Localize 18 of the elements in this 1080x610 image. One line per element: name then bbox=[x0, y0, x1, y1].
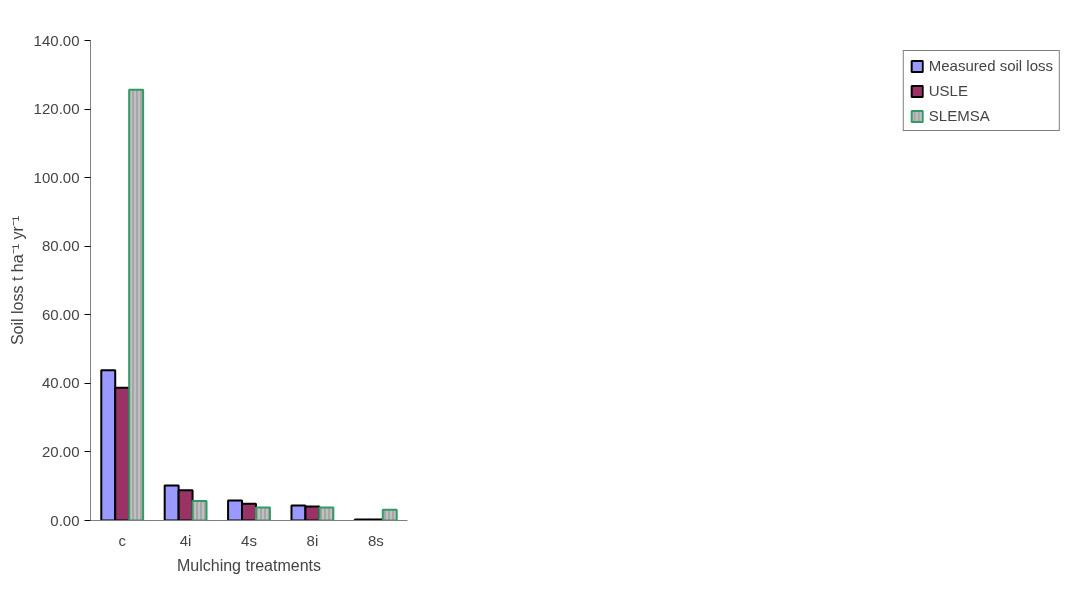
y-tick-label: 60.00 bbox=[41, 305, 80, 323]
x-tick-label: c bbox=[118, 531, 127, 549]
x-tick-label: 8i bbox=[306, 531, 319, 549]
x-tick-label: 8s bbox=[367, 531, 384, 549]
legend-label: Measured soil loss bbox=[928, 57, 1053, 74]
y-tick-label: 40.00 bbox=[41, 374, 80, 392]
y-tick-label: 140.00 bbox=[33, 31, 80, 49]
y-axis-title: Soil loss t ha⁻¹ yr⁻¹ bbox=[8, 215, 26, 346]
y-tick-label: 20.00 bbox=[41, 442, 80, 460]
y-tick-label: 100.00 bbox=[33, 168, 80, 186]
x-axis-title: Mulching treatments bbox=[176, 556, 322, 574]
legend-label: USLE bbox=[928, 82, 968, 99]
y-tick-label: 0.00 bbox=[50, 511, 80, 529]
y-tick-label: 80.00 bbox=[41, 237, 80, 255]
y-tick-label: 120.00 bbox=[33, 100, 80, 118]
x-tick-label: 4i bbox=[179, 531, 192, 549]
legend-label: SLEMSA bbox=[928, 107, 990, 124]
x-tick-label: 4s bbox=[241, 531, 257, 549]
